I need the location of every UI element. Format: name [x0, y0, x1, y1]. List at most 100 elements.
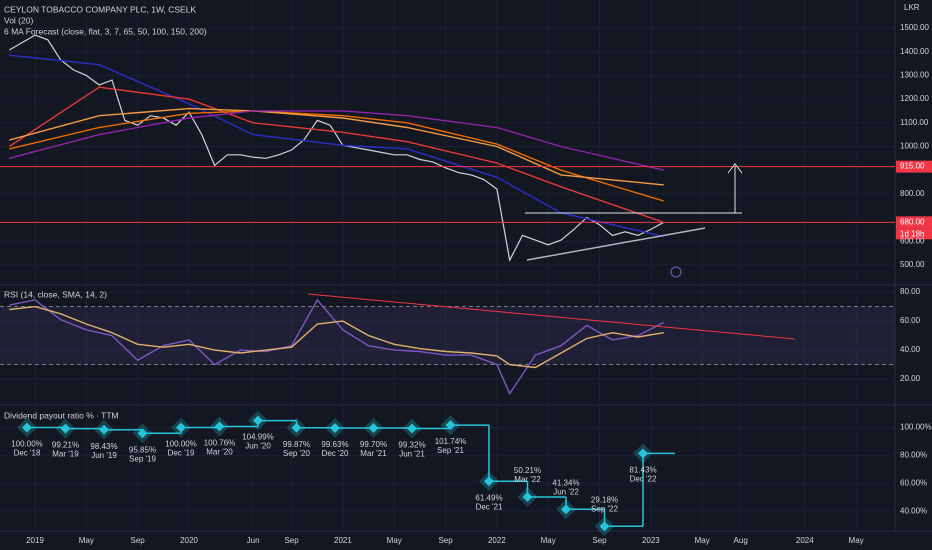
- y-tick-label: 1100.00: [900, 118, 929, 127]
- point: [638, 448, 648, 459]
- x-tick-label: 2022: [488, 536, 506, 545]
- data-label: 95.85%: [129, 445, 156, 454]
- x-tick-label: May: [695, 536, 710, 545]
- price-tag-label: 680.00: [900, 217, 925, 226]
- data-label: 81.43%: [629, 466, 656, 475]
- y-tick-label: 40.00: [900, 345, 921, 354]
- point: [407, 423, 417, 434]
- series-line: [8, 86, 664, 223]
- event-icon[interactable]: [670, 266, 682, 278]
- category-label: Jun '19: [91, 451, 117, 460]
- x-tick-label: Sep: [438, 536, 453, 545]
- data-label: 100.00%: [11, 440, 43, 449]
- point: [522, 491, 533, 502]
- y-tick-label: 60.00: [900, 316, 921, 325]
- indicator-label: Vol (20): [4, 15, 33, 25]
- x-tick-label: May: [387, 536, 402, 545]
- category-label: Mar '21: [360, 449, 387, 458]
- x-tick-label: May: [79, 536, 94, 545]
- data-label: 99.32%: [398, 441, 425, 450]
- data-label: 50.21%: [514, 466, 541, 475]
- x-tick-label: Sep: [131, 536, 146, 545]
- series-line: [9, 298, 665, 396]
- data-label: 100.00%: [165, 440, 197, 449]
- series-line: [9, 54, 664, 238]
- category-label: Dec '20: [322, 449, 349, 458]
- point: [176, 422, 186, 433]
- price-tag: [896, 160, 932, 173]
- series-line: [9, 107, 664, 186]
- category-label: Jun '20: [245, 442, 271, 451]
- indicator-label: 6 MA Forecast (close, flat, 3, 7, 65, 50…: [4, 26, 207, 36]
- category-label: Jun '21: [399, 450, 425, 459]
- y-tick-label: 60.00%: [900, 478, 927, 487]
- data-label: 104.99%: [242, 433, 274, 442]
- y-tick-label: 100.00%: [900, 423, 932, 432]
- point: [445, 420, 456, 431]
- rsi-trendline: [307, 293, 796, 340]
- x-tick-label: 2021: [334, 536, 352, 545]
- data-label: 41.34%: [552, 478, 579, 487]
- point: [137, 428, 148, 439]
- category-label: Mar '20: [206, 448, 233, 457]
- x-tick-label: Aug: [734, 536, 748, 545]
- arrow-head: [727, 163, 743, 174]
- series-line: [9, 305, 664, 369]
- x-tick-label: 2019: [26, 536, 44, 545]
- x-tick-label: 2023: [642, 536, 660, 545]
- dividend-title: Dividend payout ratio % · TTM: [4, 410, 119, 420]
- data-label: 61.49%: [475, 493, 502, 502]
- trendline: [526, 227, 706, 261]
- currency: LKR: [904, 3, 920, 12]
- point: [330, 423, 340, 433]
- y-tick-label: 80.00%: [900, 451, 927, 460]
- chart-title: CEYLON TOBACCO COMPANY PLC, 1W, CSELK: [4, 4, 196, 14]
- data-label: 29.18%: [591, 495, 618, 504]
- y-tick-label: 1000.00: [900, 142, 929, 151]
- category-label: Mar '22: [514, 475, 541, 484]
- countdown: 1d 18h: [900, 229, 924, 238]
- x-tick-label: Sep: [592, 536, 607, 545]
- category-label: Mar '19: [52, 450, 79, 459]
- data-label: 99.70%: [360, 440, 387, 449]
- series-line: [9, 110, 664, 171]
- point: [484, 476, 494, 487]
- data-label: 99.87%: [283, 440, 310, 449]
- series-line: [9, 110, 664, 202]
- data-label: 100.76%: [204, 439, 236, 448]
- y-tick-label: 40.00%: [900, 506, 927, 515]
- y-tick-label: 1300.00: [900, 70, 929, 79]
- category-label: Sep '20: [283, 449, 310, 458]
- category-label: Dec '19: [168, 449, 195, 458]
- category-label: Sep '21: [437, 446, 464, 455]
- data-label: 99.63%: [321, 440, 348, 449]
- x-tick-label: 2024: [796, 536, 814, 545]
- point: [253, 415, 263, 426]
- point: [291, 422, 302, 433]
- y-tick-label: 800.00: [900, 189, 925, 198]
- category-label: Sep '22: [591, 504, 618, 513]
- category-label: Jun '22: [553, 487, 579, 496]
- category-label: Dec '18: [14, 449, 41, 458]
- rsi-title: RSI (14, close, SMA, 14, 2): [4, 289, 107, 299]
- price-tag: [896, 216, 932, 229]
- y-tick-label: 600.00: [900, 236, 925, 245]
- data-label: 99.21%: [52, 441, 79, 450]
- x-tick-label: May: [541, 536, 556, 545]
- point: [599, 521, 610, 532]
- y-tick-label: 1500.00: [900, 23, 929, 32]
- y-tick-label: 80.00: [900, 287, 921, 296]
- data-label: 101.74%: [435, 437, 467, 446]
- category-label: Dec '22: [630, 475, 657, 484]
- marks: [0, 34, 932, 537]
- price-tag-label: 915.00: [900, 162, 925, 171]
- countdown-tag: [896, 228, 932, 240]
- point: [561, 504, 571, 515]
- y-tick-label: 20.00: [900, 374, 921, 383]
- point: [368, 422, 379, 433]
- x-tick-label: 2020: [180, 536, 198, 545]
- x-tick-label: May: [849, 536, 864, 545]
- x-tick-label: Jun: [247, 536, 260, 545]
